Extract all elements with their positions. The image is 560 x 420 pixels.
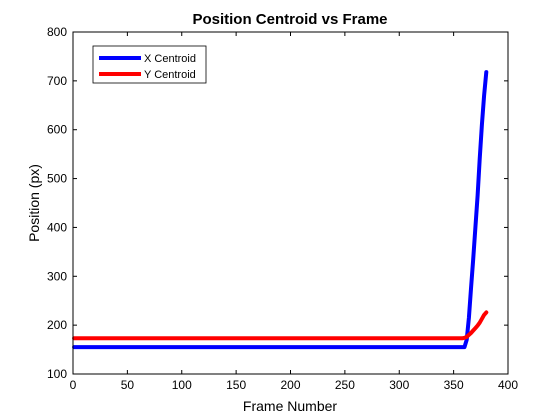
x-tick-label: 200	[280, 378, 300, 392]
x-tick-label: 150	[226, 378, 246, 392]
series-line-y-centroid	[72, 310, 489, 341]
y-tick-label: 600	[47, 123, 67, 137]
x-tick-label: 350	[444, 378, 464, 392]
ticks-layer: 0 50 100 150 200 250 300 350 400 100 200 300 400 500 6…	[47, 25, 518, 392]
x-tick-label: 400	[498, 378, 518, 392]
y-tick-label: 300	[47, 269, 67, 283]
y-tick-label: 400	[47, 220, 67, 234]
plot-area	[73, 32, 508, 374]
chart-title: Position Centroid vs Frame	[192, 11, 387, 28]
legend-label-x-centroid: X Centroid	[144, 53, 196, 65]
y-tick-label: 700	[47, 74, 67, 88]
series-line-x-centroid	[72, 70, 489, 350]
y-tick-label: 100	[47, 367, 67, 381]
x-axis-label: Frame Number	[243, 398, 337, 414]
legend: X Centroid Y Centroid	[92, 45, 207, 84]
series-layer	[72, 70, 489, 350]
x-tick-label: 100	[172, 378, 192, 392]
x-tick-label: 300	[389, 378, 409, 392]
legend-label-y-centroid: Y Centroid	[144, 69, 196, 81]
y-axis-label: Position (px)	[26, 164, 42, 242]
x-tick-label: 50	[121, 378, 135, 392]
y-tick-label: 800	[47, 25, 67, 39]
x-tick-label: 250	[335, 378, 355, 392]
y-tick-label: 200	[47, 318, 67, 332]
x-tick-label: 0	[70, 378, 77, 392]
y-tick-label: 500	[47, 172, 67, 186]
legend-box	[92, 45, 207, 84]
